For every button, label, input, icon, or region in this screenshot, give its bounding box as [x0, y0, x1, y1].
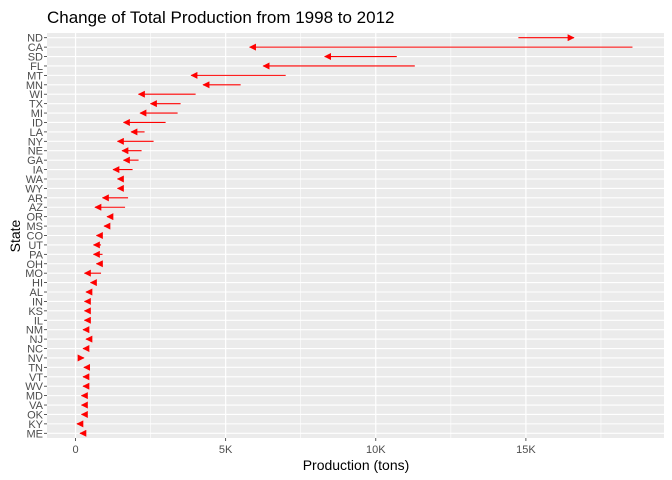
y-tick-label: MI [31, 108, 43, 120]
x-axis-title: Production (tons) [303, 457, 410, 473]
y-tick-label: NE [28, 146, 43, 158]
chart-title: Change of Total Production from 1998 to … [47, 8, 394, 27]
y-tick-label: NY [28, 136, 44, 148]
y-tick-label: TX [29, 99, 44, 111]
y-tick-label: NC [27, 344, 43, 356]
y-tick-label: OH [27, 259, 44, 271]
y-tick-label: TN [28, 362, 43, 374]
y-tick-label: OK [27, 409, 44, 421]
y-tick-label: MO [25, 268, 43, 280]
y-tick-label: VA [29, 400, 44, 412]
y-axis-title: State [7, 219, 23, 252]
x-tick-label: 10K [366, 444, 386, 456]
y-tick-label: WY [25, 183, 43, 195]
y-tick-label: KY [28, 419, 43, 431]
y-tick-label: AL [30, 287, 43, 299]
y-tick-label: MT [27, 70, 43, 82]
y-tick-label: MD [26, 391, 43, 403]
y-tick-label: ID [32, 117, 43, 129]
y-axis-tick-labels: NDCASDFLMTMNWITXMIIDLANYNEGAIAWAWYARAZOR… [25, 33, 47, 440]
y-tick-label: IN [32, 296, 43, 308]
y-tick-label: WA [26, 174, 44, 186]
y-tick-label: IL [34, 315, 43, 327]
x-tick-label: 5K [219, 444, 233, 456]
y-tick-label: CO [27, 231, 44, 243]
y-tick-label: ND [27, 33, 43, 45]
y-tick-label: PA [29, 249, 44, 261]
y-tick-label: GA [27, 155, 44, 167]
y-tick-label: AZ [29, 202, 43, 214]
y-tick-label: NV [28, 353, 44, 365]
y-tick-label: OR [27, 212, 44, 224]
y-tick-label: UT [28, 240, 43, 252]
y-tick-label: LA [30, 127, 44, 139]
y-tick-label: ME [27, 428, 44, 440]
y-tick-label: MN [26, 80, 43, 92]
y-tick-label: SD [28, 52, 43, 64]
y-tick-label: CA [28, 42, 44, 54]
y-tick-label: HI [32, 278, 43, 290]
x-axis-tick-labels: 0 5K 10K 15K [72, 438, 536, 456]
y-tick-label: WI [30, 89, 43, 101]
y-tick-label: MS [27, 221, 44, 233]
y-tick-label: VT [29, 372, 43, 384]
y-tick-label: AR [28, 193, 43, 205]
x-tick-label: 0 [72, 444, 78, 456]
x-tick-label: 15K [516, 444, 536, 456]
y-tick-label: IA [33, 165, 44, 177]
y-tick-label: WV [25, 381, 43, 393]
y-tick-label: NJ [30, 334, 43, 346]
y-tick-label: FL [30, 61, 43, 73]
y-tick-label: NM [26, 325, 43, 337]
arrow-marks [76, 34, 633, 437]
y-tick-label: KS [28, 306, 43, 318]
